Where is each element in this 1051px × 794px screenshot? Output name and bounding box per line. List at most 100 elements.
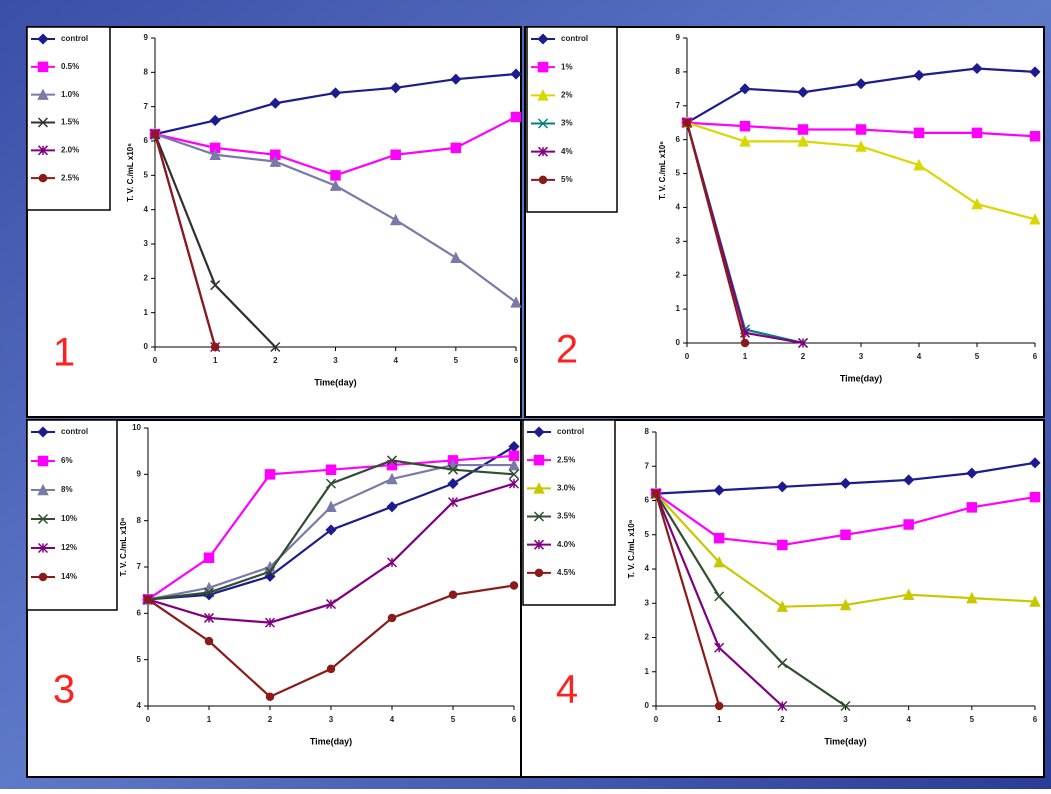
y-tick-label: 5 [645, 530, 650, 539]
data-point [855, 124, 867, 135]
y-tick-label: 2 [645, 633, 650, 642]
legend-label: 10% [61, 514, 77, 523]
data-point [269, 155, 282, 167]
data-point [209, 114, 221, 126]
y-tick-label: 0 [645, 701, 650, 710]
data-point [1029, 491, 1041, 503]
y-tick-label: 6 [676, 135, 681, 144]
x-tick-label: 1 [717, 715, 722, 724]
data-point [777, 539, 788, 551]
legend-label: 2.5% [557, 455, 575, 464]
panel-label: 2 [556, 328, 578, 372]
x-tick-label: 4 [393, 356, 398, 365]
y-tick-label: 5 [144, 170, 149, 179]
legend-label: 3.0% [557, 483, 575, 492]
legend-marker [534, 568, 544, 578]
x-tick-label: 6 [1033, 715, 1038, 724]
legend-marker [537, 118, 549, 129]
y-tick-label: 2 [676, 270, 681, 279]
x-tick-label: 2 [780, 715, 785, 724]
data-point [325, 500, 337, 513]
legend-marker [37, 117, 49, 128]
x-tick-label: 1 [743, 352, 748, 361]
data-point [326, 664, 336, 674]
x-tick-label: 3 [859, 352, 864, 361]
x-tick-label: 0 [654, 715, 659, 724]
legend-label: 1.0% [61, 90, 79, 99]
data-point [776, 481, 788, 493]
data-point [329, 87, 342, 99]
data-point [386, 472, 398, 485]
legend-marker [37, 513, 49, 525]
legend-label: 4.5% [557, 568, 575, 577]
x-tick-label: 4 [390, 715, 395, 724]
data-point [203, 552, 215, 563]
legend-marker [37, 145, 49, 156]
legend-label: 4.0% [557, 540, 575, 549]
data-point [450, 142, 462, 154]
y-tick-label: 6 [137, 608, 142, 617]
x-tick-label: 3 [329, 715, 334, 724]
data-point [143, 595, 153, 604]
legend-marker [38, 572, 48, 582]
data-point [902, 588, 915, 600]
data-point [1029, 131, 1041, 142]
legend-label: 1.5% [61, 118, 79, 127]
data-point [713, 484, 725, 496]
series-line [153, 133, 217, 348]
data-point [903, 519, 914, 530]
legend-marker [537, 61, 549, 73]
legend-label: control [561, 34, 588, 43]
legend-marker [37, 426, 49, 438]
y-axis-title: T. V. C./mL x10⁶ [627, 519, 636, 578]
y-tick-label: 5 [676, 169, 681, 178]
y-tick-label: 1 [645, 667, 650, 676]
data-point [386, 557, 398, 568]
legend-label: 2.0% [61, 145, 79, 154]
data-point [797, 135, 809, 147]
data-point [325, 464, 337, 475]
y-axis-title: T. V. C./mL x10⁶ [658, 141, 667, 200]
data-point [390, 149, 401, 160]
legend-label: 0.5% [61, 62, 79, 71]
data-point [265, 692, 275, 701]
data-point [264, 469, 276, 480]
y-tick-label: 7 [676, 101, 681, 110]
data-point [387, 613, 397, 623]
series-line [655, 493, 847, 707]
data-point [740, 338, 750, 348]
legend-marker [37, 33, 49, 45]
legend-marker [533, 482, 545, 494]
data-point [739, 83, 751, 95]
data-point [447, 464, 459, 475]
data-point [797, 86, 809, 98]
y-tick-label: 4 [144, 205, 149, 214]
data-point [389, 213, 402, 226]
y-tick-label: 8 [137, 516, 142, 525]
data-point [510, 296, 522, 308]
legend-marker [538, 175, 548, 185]
legend-label: 12% [61, 543, 77, 552]
data-point [510, 68, 522, 80]
y-axis-title: T. V. C./mL x10⁶ [119, 517, 128, 576]
y-tick-label: 7 [144, 102, 149, 111]
x-tick-label: 5 [970, 715, 975, 724]
y-tick-label: 7 [137, 562, 142, 571]
legend-label: 1% [561, 62, 573, 71]
x-tick-label: 2 [273, 356, 278, 365]
data-point [270, 149, 281, 160]
data-point [839, 598, 852, 611]
data-point [210, 280, 221, 291]
series-line [685, 122, 747, 344]
legend-label: 4% [561, 147, 573, 156]
x-tick-label: 6 [514, 356, 519, 365]
data-point [447, 497, 459, 508]
data-point [713, 555, 725, 568]
data-point [1029, 213, 1041, 225]
y-tick-label: 4 [676, 203, 681, 212]
x-tick-label: 0 [146, 715, 151, 724]
x-axis-title: Time(day) [310, 736, 352, 746]
data-point [971, 197, 983, 210]
y-tick-label: 5 [137, 655, 142, 664]
data-point [1029, 457, 1041, 469]
